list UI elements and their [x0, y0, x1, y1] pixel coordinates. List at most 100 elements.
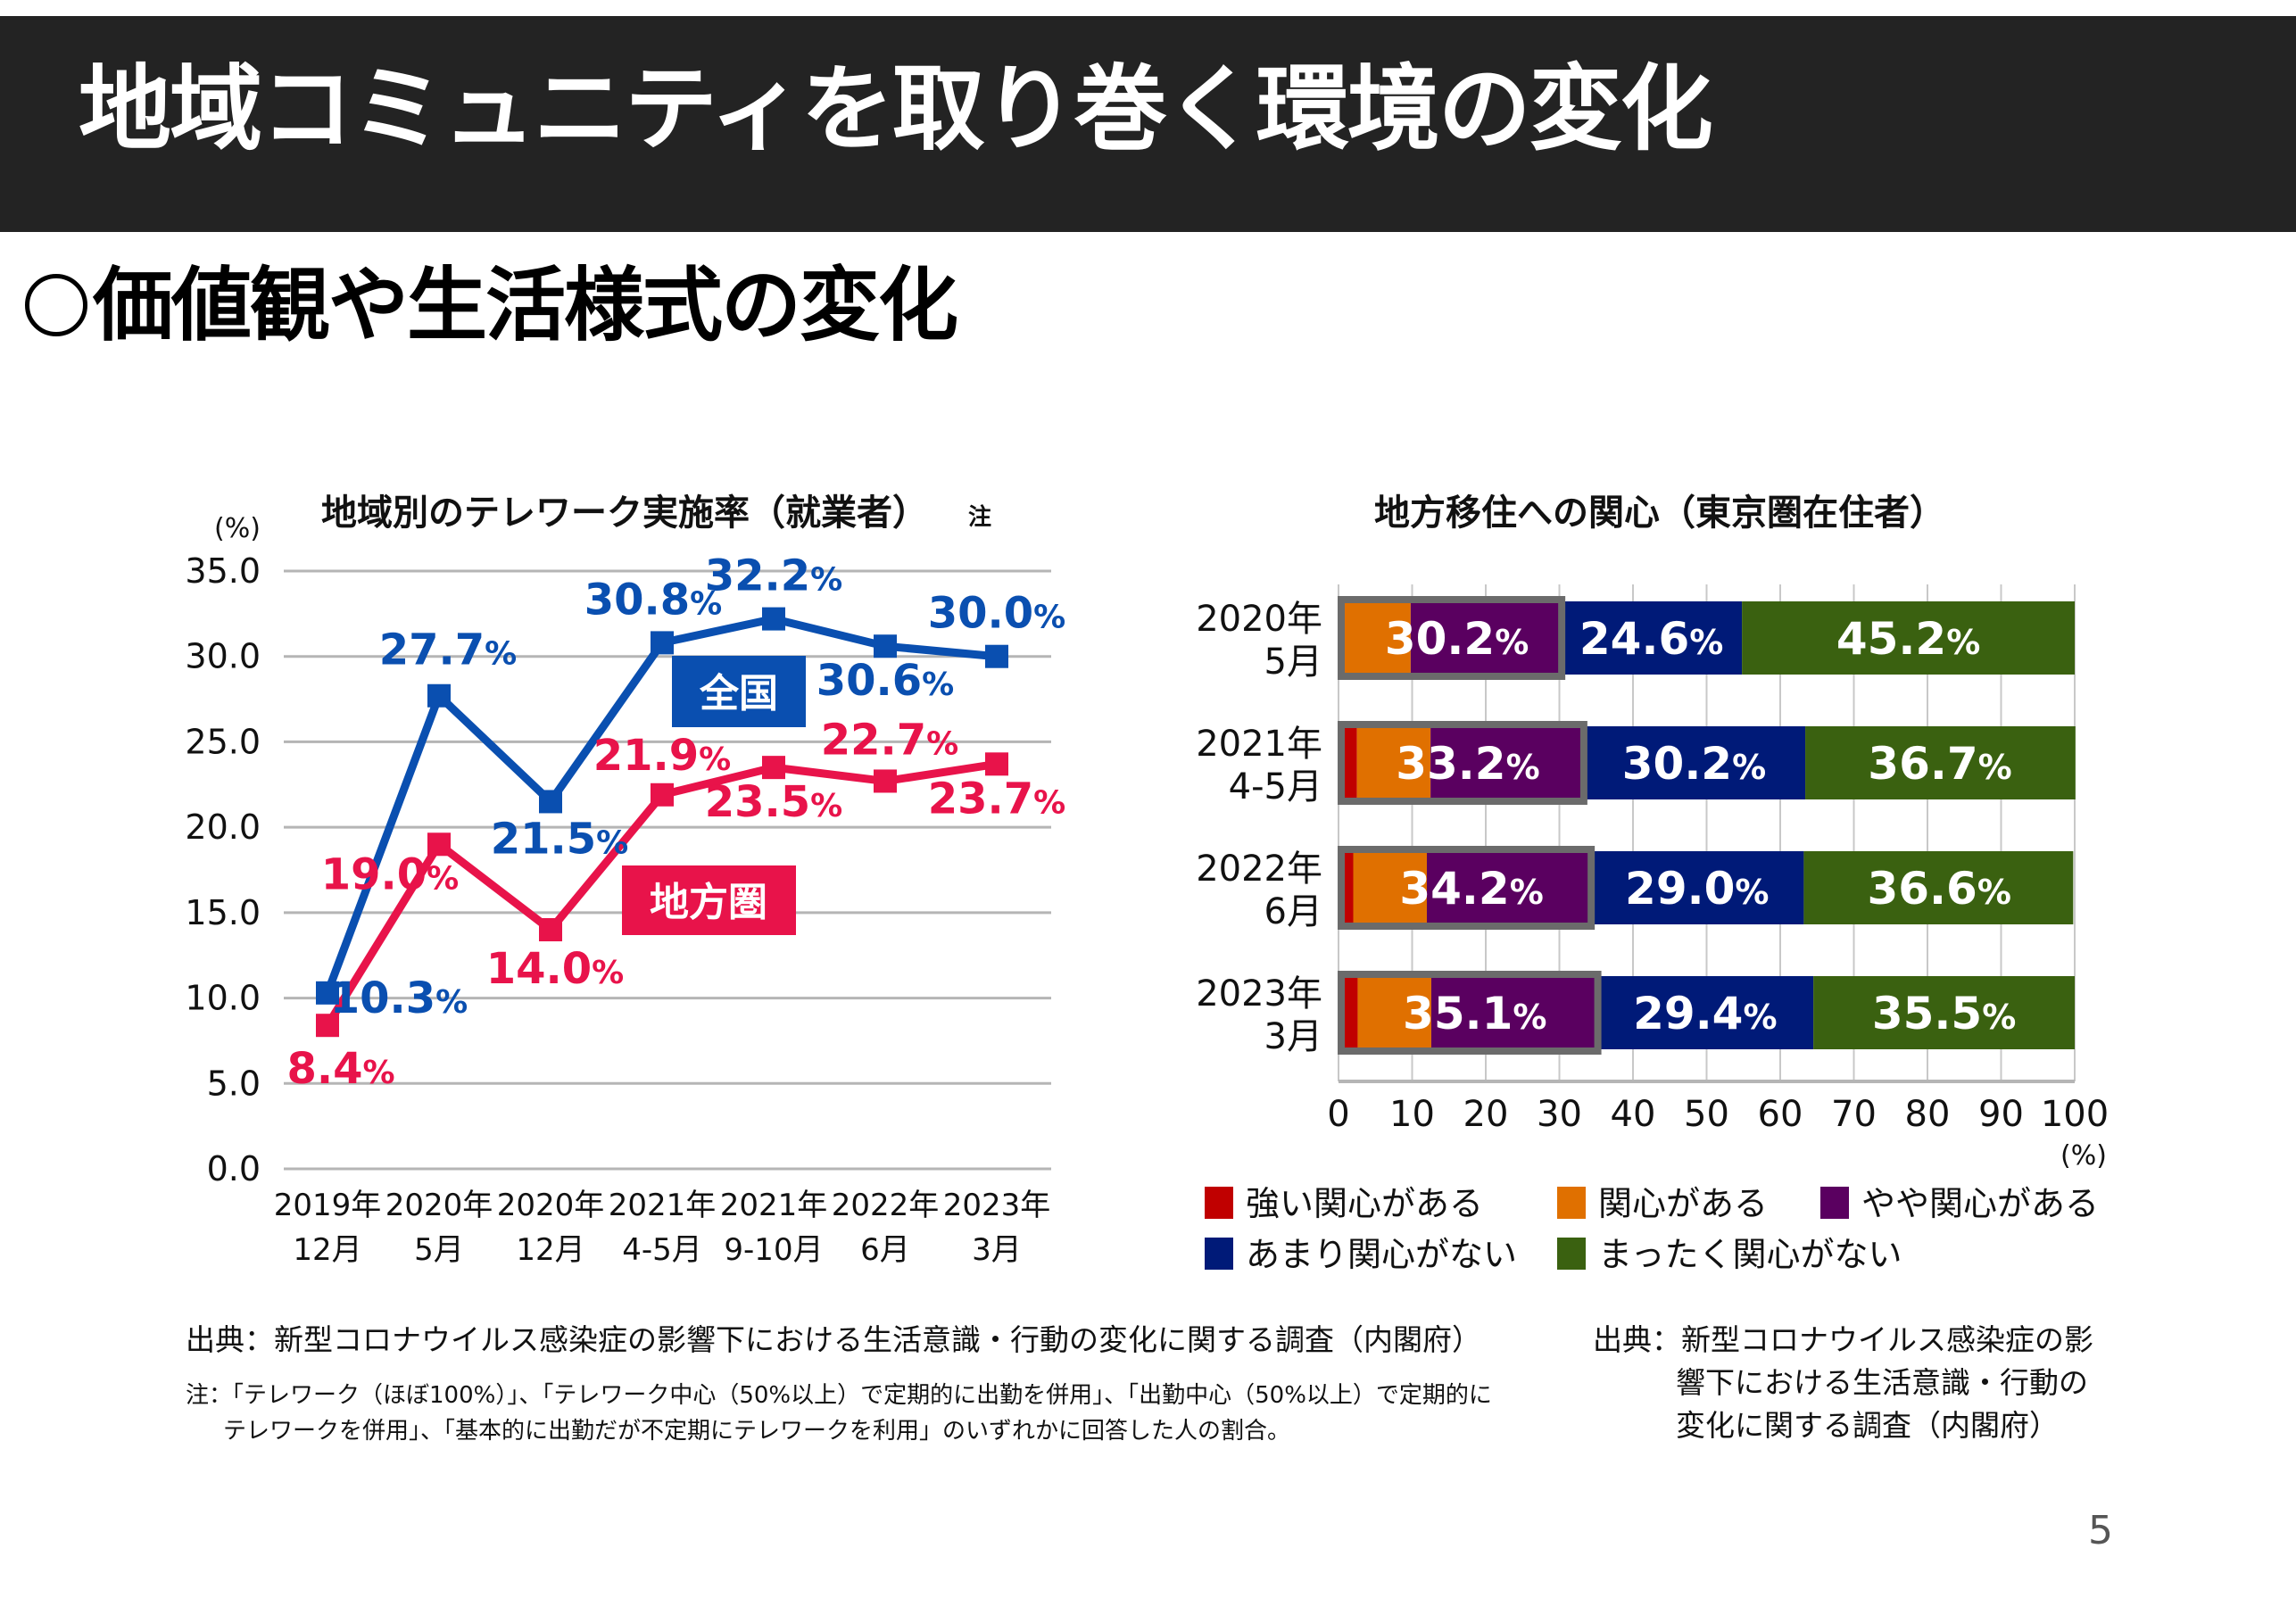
line-chart-x-tick: 4-5月	[622, 1232, 702, 1268]
bar-segment	[1561, 601, 1743, 675]
line-chart-title-note: 注	[968, 503, 991, 531]
bar-segment	[1343, 601, 1411, 675]
line-chart-y-unit: (%)	[214, 513, 261, 544]
bar-legend-item: 強い関心がある	[1205, 1184, 1483, 1223]
section-heading: 価値観や生活様式の変化	[25, 266, 958, 346]
bar-segment	[1590, 851, 1804, 924]
legend-label: 強い関心がある	[1246, 1184, 1483, 1223]
circle-bullet-icon	[25, 274, 87, 337]
bar-segment	[1813, 976, 2075, 1049]
bar-chart-x-tick: 50	[1684, 1094, 1729, 1135]
bar-legend-item: まったく関心がない	[1557, 1235, 1902, 1274]
line-point-marker	[651, 783, 674, 807]
bar-row: 35.1% 29.4% 35.5%	[1338, 971, 2075, 1055]
line-chart-y-tick: 5.0	[207, 1064, 261, 1103]
line-chart-x-tick: 5月	[414, 1232, 464, 1268]
bar-chart-y-label: 5月	[1264, 642, 1322, 683]
line-chart-x-tick: 2020年	[497, 1188, 605, 1223]
bar-chart-source-line2: 響下における生活意識・行動の	[1676, 1365, 2088, 1400]
line-data-label: 32.2%	[705, 551, 843, 601]
slide-title: 地域コミュニティを取り巻く環境の変化	[79, 54, 1713, 163]
bar-segment	[1803, 851, 2074, 924]
telework-line-chart: 地域別のテレワーク実施率（就業者） 注 (%) 0.0 5.0 10.0 15.0 20…	[185, 493, 1065, 1268]
line-point-marker	[651, 631, 674, 655]
bar-legend-item: あまり関心がない	[1205, 1235, 1517, 1274]
legend-swatch	[1205, 1238, 1233, 1270]
line-point-marker	[762, 607, 785, 631]
line-point-marker	[985, 644, 1008, 668]
interested-group-frame	[1338, 596, 1566, 680]
bar-segment	[1430, 976, 1597, 1049]
bar-data-label: 36.6%	[1867, 863, 2010, 915]
line-data-label: 22.7%	[821, 715, 959, 765]
bar-chart-x-tick: 80	[1905, 1094, 1951, 1135]
line-data-label: 8.4%	[286, 1044, 394, 1094]
line-chart-y-tick: 25.0	[185, 722, 261, 761]
line-data-label: 27.7%	[379, 625, 518, 675]
bar-segment	[1410, 601, 1562, 675]
line-chart-x-tick: 3月	[972, 1232, 1022, 1268]
line-point-marker	[874, 769, 897, 793]
relocation-interest-bar-chart: 地方移住への関心（東京圏在住者） 30.2% 24.6% 45.2% 33.2% 30.…	[1196, 493, 2109, 1274]
bar-chart-x-tick: 70	[1831, 1094, 1877, 1135]
line-chart-x-tick: 6月	[860, 1232, 910, 1268]
bar-data-label: 35.1%	[1403, 988, 1546, 1039]
bar-chart-y-label: 6月	[1264, 891, 1322, 932]
line-data-label: 10.3%	[330, 973, 468, 1023]
bar-chart-x-tick: 0	[1327, 1094, 1349, 1135]
bar-segment	[1582, 726, 1806, 799]
line-chart-x-tick: 12月	[293, 1232, 361, 1268]
line-chart-note-line1: 注：「テレワーク（ほぼ100%）」、「テレワーク中心（50%以上）で定期的に出勤…	[186, 1382, 1492, 1409]
line-chart-x-tick: 12月	[516, 1232, 584, 1268]
interested-group-frame	[1338, 846, 1596, 930]
bar-chart-y-label: 2020年	[1196, 599, 1322, 640]
line-point-marker	[539, 790, 562, 814]
line-chart-x-tick: 2020年	[385, 1188, 493, 1223]
legend-swatch	[1557, 1187, 1586, 1219]
legend-label: まったく関心がない	[1598, 1235, 1902, 1274]
bar-chart-x-tick: 10	[1389, 1094, 1435, 1135]
page-number: 5	[2088, 1508, 2113, 1553]
legend-regional: 地方圏	[622, 865, 796, 935]
bar-segment	[1805, 726, 2076, 799]
interested-group-frame	[1338, 971, 1602, 1055]
bar-chart-y-label: 4-5月	[1229, 766, 1322, 807]
bar-chart-source-line3: 変化に関する調査（内閣府）	[1676, 1408, 2059, 1443]
legend-swatch	[1820, 1187, 1849, 1219]
legend-swatch	[1205, 1187, 1233, 1219]
bar-chart-x-unit: (%)	[2060, 1140, 2107, 1172]
line-chart-note-line2: テレワークを併用」、「基本的に出勤だが不定期にテレワークを利用」のいずれかに回答…	[223, 1418, 1291, 1445]
legend-national: 全国	[672, 656, 806, 727]
line-chart-x-tick: 2023年	[943, 1188, 1051, 1223]
line-point-marker	[985, 752, 1008, 776]
bar-legend-item: 関心がある	[1557, 1184, 1768, 1223]
bar-segment	[1357, 976, 1431, 1049]
legend-label: 地方圏	[650, 880, 767, 925]
bar-chart-x-tick: 100	[2041, 1094, 2109, 1135]
legend-label: 全国	[699, 671, 778, 716]
line-chart-y-tick: 20.0	[185, 807, 261, 847]
line-point-marker	[427, 832, 451, 857]
bar-chart-x-tick: 20	[1463, 1094, 1509, 1135]
line-chart-x-tick: 2021年	[609, 1188, 717, 1223]
header-bar	[0, 16, 2296, 232]
bar-chart-y-label: 3月	[1264, 1016, 1322, 1057]
bar-chart-y-label: 2022年	[1196, 849, 1322, 890]
bar-segment	[1353, 851, 1427, 924]
section-heading-text: 価値観や生活様式の変化	[93, 259, 958, 352]
line-chart-x-tick: 2022年	[832, 1188, 940, 1223]
legend-label: あまり関心がない	[1246, 1235, 1517, 1274]
bar-chart-source-line1: 出典：新型コロナウイルス感染症の影	[1593, 1322, 2093, 1357]
legend-swatch	[1557, 1238, 1586, 1270]
line-point-marker	[316, 1014, 339, 1038]
line-point-marker	[874, 634, 897, 658]
bar-segment	[1596, 976, 1814, 1049]
line-point-marker	[762, 756, 785, 780]
line-chart-x-tick: 9-10月	[724, 1232, 823, 1268]
bar-legend-item: やや関心がある	[1820, 1184, 2099, 1223]
line-point-marker	[427, 683, 451, 708]
bar-chart-x-tick: 30	[1537, 1094, 1582, 1135]
line-chart-x-tick: 2019年	[274, 1188, 382, 1223]
line-point-marker	[539, 918, 562, 941]
bar-segment	[1430, 726, 1583, 799]
